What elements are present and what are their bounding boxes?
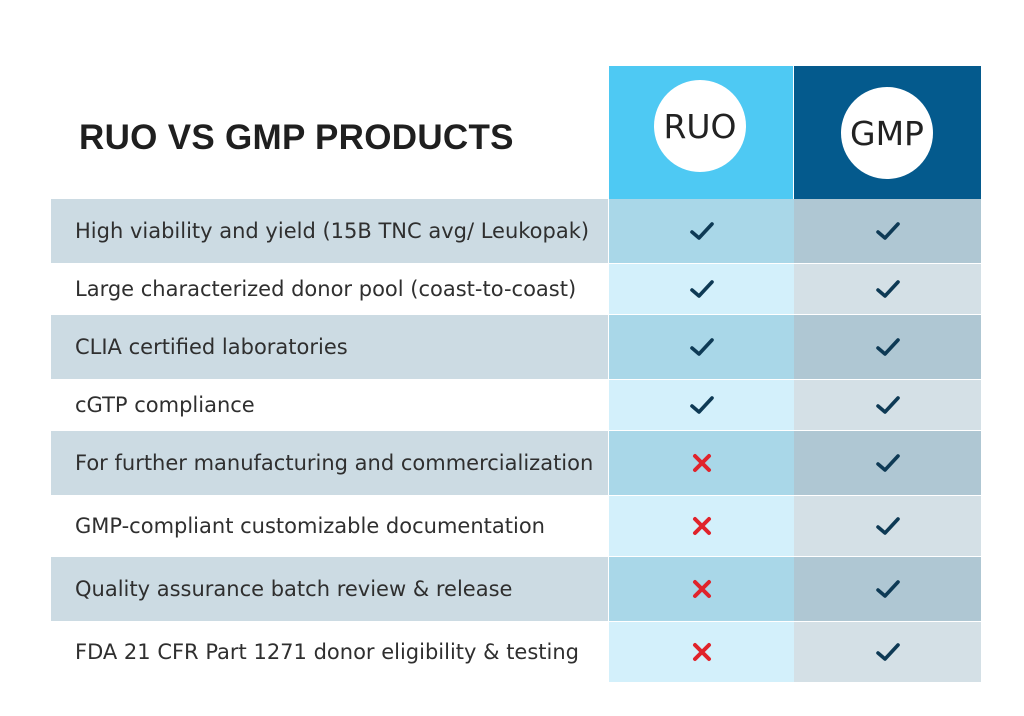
check-icon [689,280,714,298]
comparison-table: High viability and yield (15B TNC avg/ L… [51,199,981,683]
row-feature-label: GMP-compliant customizable documentation [51,496,608,556]
gmp-cell [794,557,981,621]
table-row: GMP-compliant customizable documentation [51,496,981,557]
gmp-cell [794,315,981,379]
row-feature-label: Quality assurance batch review & release [51,557,608,621]
cross-icon [692,580,711,598]
gmp-header-badge: GMP [841,87,933,179]
cross-icon [692,643,711,661]
check-icon [875,454,900,472]
ruo-cell [609,431,794,495]
check-icon [875,396,900,414]
check-icon [875,222,900,240]
gmp-cell [794,380,981,430]
gmp-cell [794,264,981,314]
check-icon [689,222,714,240]
table-row: cGTP compliance [51,380,981,431]
cross-icon [692,454,711,472]
check-icon [875,280,900,298]
check-icon [875,338,900,356]
ruo-cell [609,199,794,263]
cross-icon [692,517,711,535]
ruo-cell [609,622,794,682]
gmp-cell [794,199,981,263]
table-row: High viability and yield (15B TNC avg/ L… [51,199,981,264]
check-icon [875,580,900,598]
gmp-cell [794,431,981,495]
table-row: FDA 21 CFR Part 1271 donor eligibility &… [51,622,981,683]
page-title: RUO VS GMP PRODUCTS [79,118,514,157]
row-feature-label: For further manufacturing and commercial… [51,431,608,495]
ruo-cell [609,264,794,314]
ruo-cell [609,380,794,430]
row-feature-label: High viability and yield (15B TNC avg/ L… [51,199,608,263]
row-feature-label: Large characterized donor pool (coast-to… [51,264,608,314]
row-feature-label: FDA 21 CFR Part 1271 donor eligibility &… [51,622,608,682]
table-row: Large characterized donor pool (coast-to… [51,264,981,315]
row-feature-label: CLIA certified laboratories [51,315,608,379]
gmp-column-header: GMP [794,66,981,199]
table-row: CLIA certified laboratories [51,315,981,380]
check-icon [689,396,714,414]
ruo-column-header: RUO [609,66,793,199]
ruo-cell [609,315,794,379]
ruo-cell [609,496,794,556]
check-icon [875,643,900,661]
gmp-cell [794,622,981,682]
row-feature-label: cGTP compliance [51,380,608,430]
table-row: For further manufacturing and commercial… [51,431,981,496]
ruo-cell [609,557,794,621]
table-row: Quality assurance batch review & release [51,557,981,622]
ruo-header-badge: RUO [654,80,746,172]
gmp-cell [794,496,981,556]
check-icon [875,517,900,535]
check-icon [689,338,714,356]
